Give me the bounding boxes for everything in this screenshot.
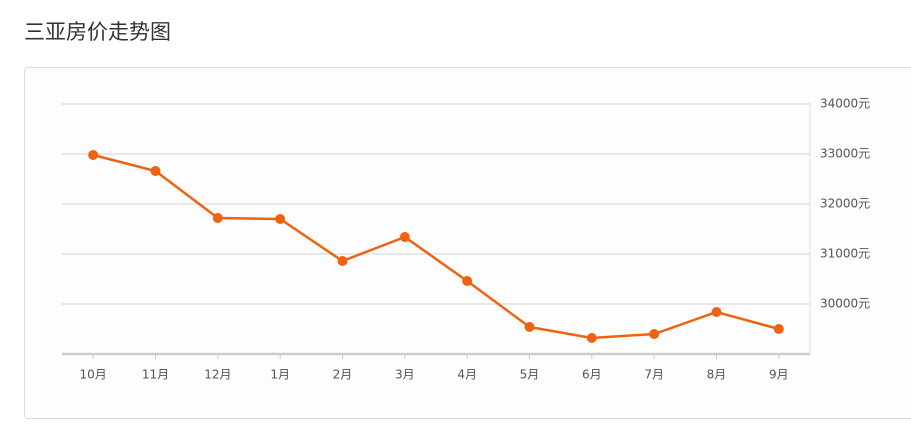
x-tick-label: 7月 [644, 368, 664, 382]
x-tick-label: 6月 [582, 368, 602, 382]
data-point [462, 276, 473, 286]
y-tick-label: 31000元 [820, 247, 870, 261]
y-tick-label: 30000元 [820, 297, 870, 311]
y-tick-label: 32000元 [820, 197, 870, 211]
data-point [711, 307, 722, 317]
x-tick-label: 3月 [395, 368, 415, 382]
x-tick-label: 10月 [80, 368, 107, 382]
data-point [150, 166, 161, 176]
data-point [399, 232, 410, 242]
y-tick-label: 34000元 [820, 97, 870, 111]
data-point [649, 329, 660, 339]
x-tick-label: 8月 [707, 368, 727, 382]
series-line [92, 153, 780, 340]
chart-card [24, 67, 911, 419]
data-point [88, 150, 99, 160]
chart-title: 三亚房价走势图 [24, 20, 171, 44]
data-point [524, 322, 535, 332]
data-point [337, 256, 348, 266]
data-point [586, 333, 597, 343]
data-point [212, 213, 223, 223]
x-tick-label: 12月 [204, 368, 231, 382]
x-tick-label: 5月 [520, 368, 540, 382]
x-tick-label: 11月 [142, 368, 169, 382]
data-point [275, 214, 286, 224]
y-tick-label: 33000元 [820, 147, 870, 161]
x-tick-label: 1月 [270, 368, 290, 382]
x-tick-label: 9月 [769, 368, 789, 382]
x-tick-label: 4月 [457, 368, 477, 382]
data-point [773, 324, 784, 334]
x-tick-label: 2月 [333, 368, 353, 382]
